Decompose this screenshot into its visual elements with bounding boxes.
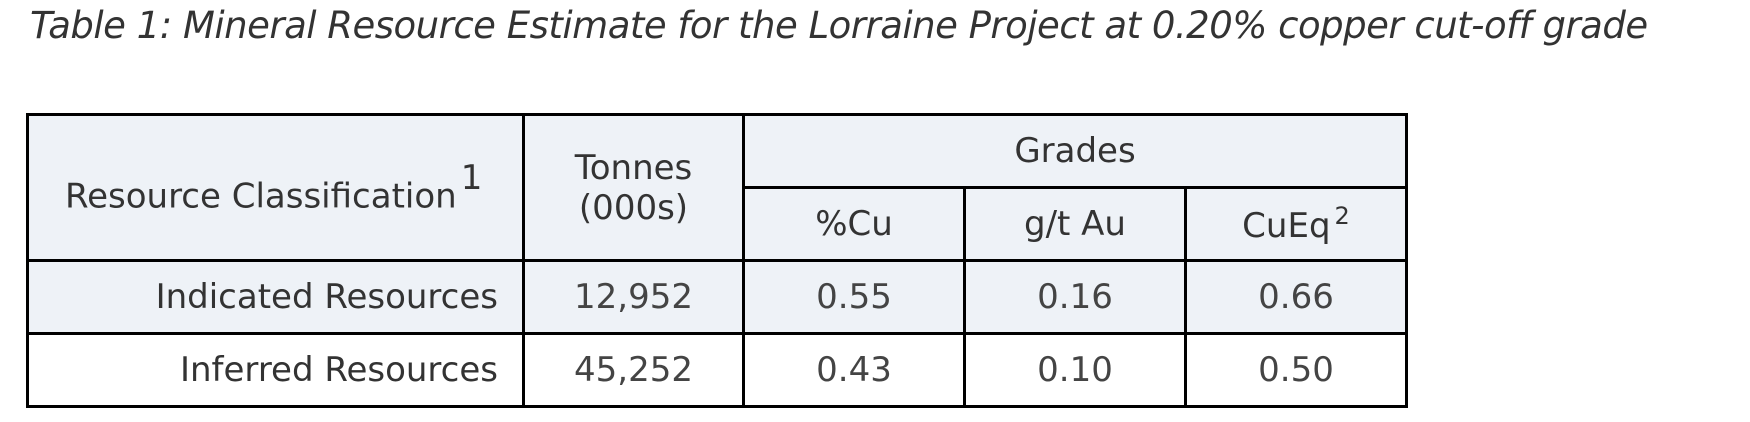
header-cueq: CuEq 2 <box>1184 186 1408 262</box>
header-row-1: Resource Classification 1 Tonnes (000s) G… <box>26 113 1408 262</box>
footnote-1: 1 <box>460 158 483 199</box>
header-tonnes: Tonnes (000s) <box>522 113 745 262</box>
row-cu: 0.43 <box>742 332 966 408</box>
header-cu: %Cu <box>742 186 966 262</box>
row-tonnes: 45,252 <box>522 332 745 408</box>
footnote-2: 2 <box>1334 201 1350 230</box>
header-row-2: %Cu g/t Au CuEq 2 <box>28 186 1408 262</box>
row-au: 0.16 <box>963 259 1187 335</box>
row-au: 0.10 <box>963 332 1187 408</box>
header-au: g/t Au <box>963 186 1187 262</box>
row-cueq: 0.66 <box>1184 259 1408 335</box>
row-classification: Inferred Resources <box>26 332 525 408</box>
header-resource-classification: Resource Classification 1 <box>26 113 525 262</box>
resource-table: Resource Classification 1 Tonnes (000s) G… <box>26 113 1408 408</box>
table-caption: Table 1: Mineral Resource Estimate for t… <box>30 4 1648 47</box>
header-grades: Grades <box>742 113 1408 189</box>
row-cu: 0.55 <box>742 259 966 335</box>
table-row: Inferred Resources 45,252 0.43 0.10 0.50 <box>26 332 1408 408</box>
header-tonnes-line2: (000s) <box>578 187 689 228</box>
row-cueq: 0.50 <box>1184 332 1408 408</box>
row-tonnes: 12,952 <box>522 259 745 335</box>
header-tonnes-line1: Tonnes <box>574 147 693 188</box>
table-row: Indicated Resources 12,952 0.55 0.16 0.6… <box>26 259 1408 335</box>
row-classification: Indicated Resources <box>26 259 525 335</box>
